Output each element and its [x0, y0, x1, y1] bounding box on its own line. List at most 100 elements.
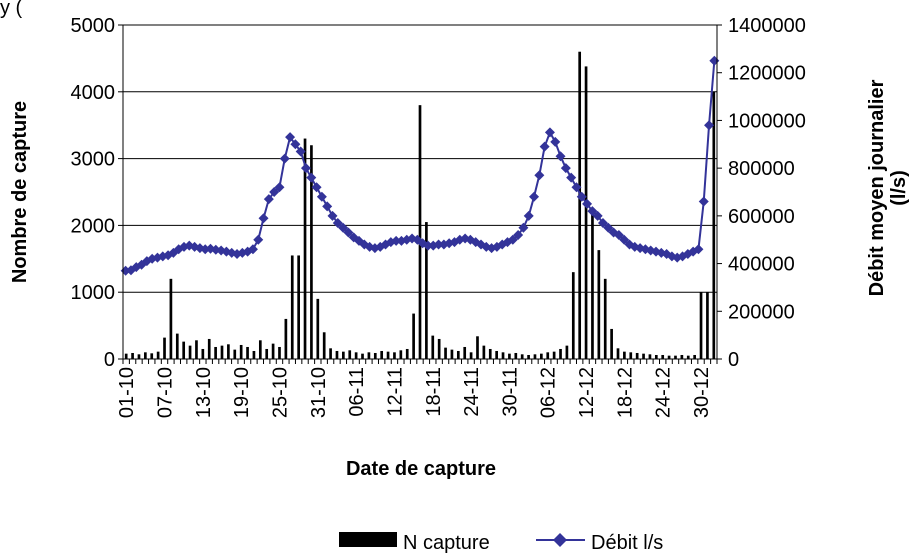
- bar-n-capture: [451, 350, 454, 359]
- y-left-tick-label: 5000: [71, 15, 116, 37]
- bar-n-capture: [393, 352, 396, 359]
- x-tick-label: 06-12: [538, 367, 560, 418]
- bar-n-capture: [489, 349, 492, 359]
- bar-n-capture: [540, 354, 543, 359]
- debit-point: [534, 170, 544, 180]
- bar-n-capture: [272, 344, 275, 359]
- bar-n-capture: [399, 350, 402, 359]
- bar-n-capture: [323, 332, 326, 359]
- bar-n-capture: [227, 344, 230, 359]
- legend-label-n-capture: N capture: [403, 532, 490, 553]
- debit-point: [524, 211, 534, 221]
- bar-n-capture: [572, 272, 575, 359]
- bar-n-capture: [170, 279, 173, 359]
- y-right-tick-labels: 0200000400000600000800000100000012000001…: [717, 15, 806, 371]
- bar-n-capture: [706, 292, 709, 359]
- bar-n-capture: [246, 347, 249, 359]
- y-right-tick-label: 1200000: [728, 63, 806, 85]
- bar-n-capture: [629, 352, 632, 359]
- bar-n-capture: [534, 354, 537, 359]
- bar-n-capture: [412, 314, 415, 359]
- bar-n-capture: [374, 353, 377, 359]
- debit-point: [561, 163, 571, 173]
- bar-n-capture: [189, 346, 192, 359]
- x-tick-label: 30-11: [499, 367, 521, 417]
- debit-point: [709, 56, 719, 66]
- bar-n-capture: [566, 346, 569, 359]
- legend-marker-debit: [553, 533, 567, 547]
- bar-n-capture: [681, 355, 684, 359]
- bar-n-capture: [604, 279, 607, 359]
- bar-n-capture: [559, 349, 562, 359]
- x-tick-label: 30-12: [691, 367, 713, 418]
- bar-n-capture: [208, 339, 211, 359]
- bar-n-capture: [265, 349, 268, 359]
- bar-n-capture: [131, 353, 134, 359]
- bar-n-capture: [578, 52, 581, 359]
- debit-point: [259, 213, 269, 223]
- x-tick-label: 13-10: [193, 367, 215, 418]
- bar-n-capture: [642, 354, 645, 359]
- bar-n-capture: [329, 348, 332, 359]
- bar-n-capture: [693, 355, 696, 359]
- bar-n-capture: [514, 353, 517, 359]
- bar-n-capture: [610, 329, 613, 359]
- y-right-tick-label: 400000: [728, 254, 795, 276]
- y-right-tick-label: 1400000: [728, 15, 806, 37]
- bar-n-capture: [233, 350, 236, 359]
- bar-n-capture: [483, 346, 486, 359]
- debit-point: [253, 235, 263, 245]
- bar-n-capture: [470, 352, 473, 359]
- x-tick-label: 12-11: [384, 367, 406, 417]
- bar-n-capture: [668, 356, 671, 359]
- x-tick-labels: 01-10 07-10 13-10 19-10 25-10 31-10 06-11 12-11…: [116, 359, 717, 418]
- y-left-tick-label: 2000: [71, 215, 116, 237]
- bar-n-capture: [591, 210, 594, 359]
- header-fragment: y (: [0, 0, 23, 19]
- bar-n-capture: [157, 352, 160, 359]
- x-tick-label: 24-11: [461, 367, 483, 417]
- bar-n-capture: [163, 338, 166, 359]
- debit-point: [545, 127, 555, 137]
- bar-n-capture: [457, 351, 460, 359]
- bar-series-n-capture: [125, 52, 715, 359]
- debit-point: [280, 154, 290, 164]
- bar-n-capture: [355, 352, 358, 359]
- bar-n-capture: [195, 340, 198, 359]
- bar-n-capture: [502, 352, 505, 359]
- bar-n-capture: [438, 339, 441, 359]
- x-tick-label: 06-11: [346, 367, 368, 417]
- bar-n-capture: [176, 334, 179, 359]
- bar-n-capture: [636, 353, 639, 359]
- y-right-tick-label: 0: [728, 349, 739, 371]
- y-left-tick-label: 3000: [71, 149, 116, 171]
- debit-point: [699, 197, 709, 207]
- bar-n-capture: [655, 355, 658, 359]
- x-tick-label: 25-10: [269, 367, 291, 418]
- bar-n-capture: [221, 346, 224, 359]
- bar-n-capture: [431, 336, 434, 359]
- bar-n-capture: [508, 354, 511, 359]
- legend: N capture Débit l/s: [339, 532, 663, 553]
- bar-n-capture: [700, 292, 703, 359]
- bar-n-capture: [463, 347, 466, 359]
- x-tick-label: 19-10: [231, 367, 253, 418]
- bar-n-capture: [182, 342, 185, 359]
- x-tick-label: 01-10: [116, 367, 138, 418]
- legend-label-debit: Débit l/s: [591, 532, 663, 553]
- bar-n-capture: [444, 348, 447, 359]
- y-right-axis-title-line2: (l/s): [888, 170, 909, 206]
- bar-n-capture: [291, 255, 294, 359]
- bar-n-capture: [240, 345, 243, 359]
- bar-n-capture: [150, 353, 153, 359]
- bar-n-capture: [297, 255, 300, 359]
- debit-point: [566, 173, 576, 183]
- y-left-tick-labels: 010002000300040005000: [71, 15, 124, 371]
- bar-n-capture: [661, 355, 664, 359]
- y-left-tick-label: 0: [104, 349, 115, 371]
- bar-n-capture: [546, 352, 549, 359]
- legend-swatch-n-capture: [339, 532, 397, 547]
- bar-n-capture: [380, 351, 383, 359]
